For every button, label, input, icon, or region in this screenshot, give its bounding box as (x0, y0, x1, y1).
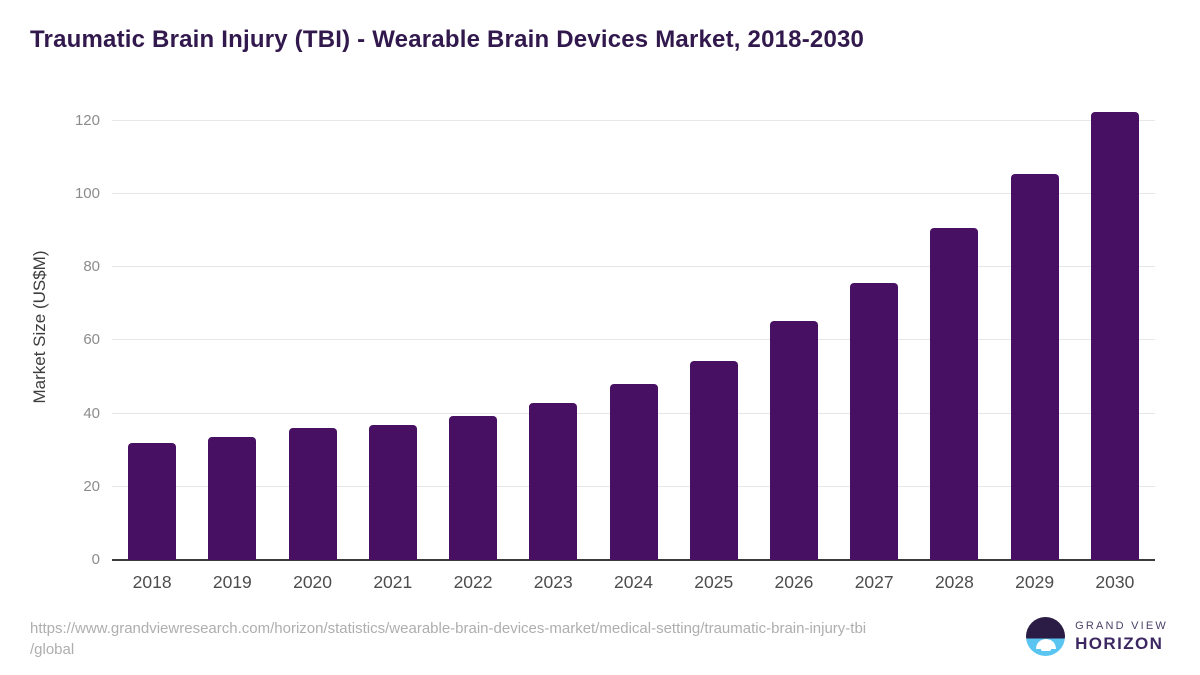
x-tick-2022: 2022 (453, 572, 493, 592)
gridline-80 (112, 266, 1155, 268)
bar-2029 (1010, 174, 1059, 560)
y-tick-80: 80 (83, 258, 100, 276)
bar-2021 (368, 424, 417, 560)
bar-2018 (128, 442, 177, 560)
sunrise-icon (1026, 617, 1066, 656)
y-tick-20: 20 (83, 477, 100, 495)
bar-2027 (850, 282, 899, 560)
bar-2020 (288, 427, 337, 560)
footer: https://www.grandviewresearch.com/horizo… (0, 611, 1200, 675)
bar-2030 (1090, 112, 1139, 560)
brand-text: GRAND VIEW HORIZON (1075, 620, 1168, 654)
bar-2028 (930, 228, 979, 560)
grand-view-horizon-logo: GRAND VIEW HORIZON (1026, 617, 1168, 656)
x-tick-2027: 2027 (854, 572, 894, 592)
source-url-line: https://www.grandviewresearch.com/horizo… (30, 620, 867, 637)
plot-area (112, 95, 1155, 561)
brand-name-top: GRAND VIEW (1075, 619, 1168, 632)
x-tick-2018: 2018 (132, 572, 172, 592)
bar-2024 (609, 384, 658, 560)
x-axis-line (112, 559, 1155, 561)
y-tick-60: 60 (83, 331, 100, 349)
bar-chart: Market Size (US$M) 0 20 40 60 80 100 120 2018 2… (30, 95, 1155, 596)
bar-2026 (769, 321, 818, 560)
x-tick-2020: 2020 (293, 572, 333, 592)
x-tick-2024: 2024 (614, 572, 653, 592)
gridline-100 (112, 193, 1155, 194)
source-url: https://www.grandviewresearch.com/horizo… (30, 618, 866, 660)
y-tick-100: 100 (74, 185, 100, 202)
y-axis-title: Market Size (US$M) (30, 250, 49, 404)
source-url-line: /global (30, 641, 75, 658)
x-tick-2025: 2025 (694, 572, 734, 592)
bar-2022 (449, 416, 498, 560)
x-tick-2029: 2029 (1015, 572, 1055, 592)
gridline-60 (112, 339, 1155, 341)
page-title: Traumatic Brain Injury (TBI) - Wearable … (30, 26, 865, 53)
gridline-120 (112, 119, 1155, 121)
x-tick-2026: 2026 (774, 572, 814, 592)
bar-2019 (208, 436, 257, 560)
brand-name-bottom: HORIZON (1075, 633, 1164, 653)
x-axis-tick-labels: 2018 2019 2020 2021 2022 2023 2024 2025 2026 2027… (112, 572, 1155, 596)
y-tick-40: 40 (83, 404, 100, 422)
y-tick-120: 120 (74, 111, 100, 129)
x-tick-2023: 2023 (533, 572, 573, 592)
x-tick-2030: 2030 (1095, 572, 1135, 592)
y-tick-0: 0 (91, 551, 100, 568)
x-tick-2028: 2028 (934, 572, 974, 592)
bar-2025 (689, 360, 738, 560)
x-tick-2021: 2021 (373, 572, 413, 592)
x-tick-2019: 2019 (212, 572, 252, 592)
bar-2023 (529, 403, 578, 560)
y-axis-tick-labels: 0 20 40 60 80 100 120 (55, 95, 100, 568)
